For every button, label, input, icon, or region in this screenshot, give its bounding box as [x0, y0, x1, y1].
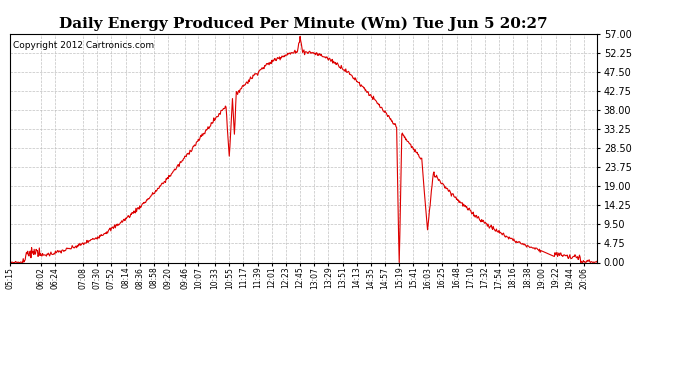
Title: Daily Energy Produced Per Minute (Wm) Tue Jun 5 20:27: Daily Energy Produced Per Minute (Wm) Tu…: [59, 17, 548, 31]
Text: Copyright 2012 Cartronics.com: Copyright 2012 Cartronics.com: [13, 40, 155, 50]
